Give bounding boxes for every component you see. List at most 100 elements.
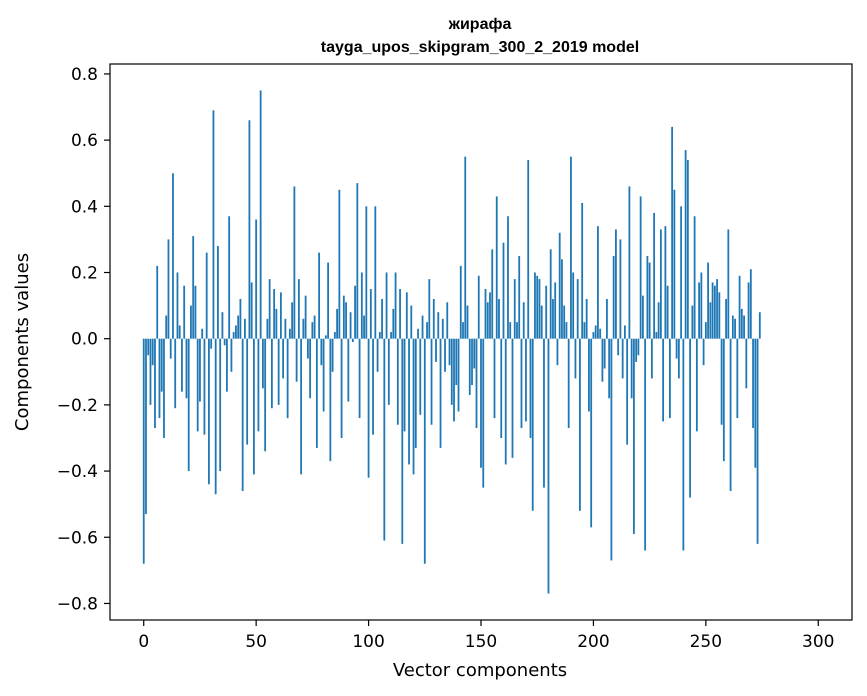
bar bbox=[482, 338, 485, 488]
bar bbox=[579, 338, 581, 511]
bar bbox=[444, 338, 446, 372]
bar bbox=[464, 156, 467, 339]
bar bbox=[210, 338, 213, 349]
bar bbox=[547, 338, 550, 594]
bar bbox=[704, 322, 707, 339]
bar bbox=[754, 338, 757, 468]
bar bbox=[313, 315, 316, 339]
y-tick-label: 0.6 bbox=[71, 131, 98, 151]
bar bbox=[603, 338, 606, 369]
bar bbox=[462, 322, 464, 339]
bar bbox=[518, 255, 521, 339]
bar bbox=[145, 338, 147, 515]
bar bbox=[426, 322, 428, 339]
bar bbox=[612, 255, 615, 339]
bar bbox=[279, 292, 282, 339]
bar bbox=[648, 262, 651, 339]
bar bbox=[347, 338, 350, 402]
bar bbox=[437, 312, 440, 339]
bar bbox=[414, 338, 417, 448]
bar bbox=[311, 322, 314, 339]
bar bbox=[187, 338, 190, 472]
y-tick-label: −0.8 bbox=[57, 594, 98, 614]
bar bbox=[401, 338, 404, 544]
bar bbox=[439, 338, 442, 448]
bar bbox=[644, 338, 647, 551]
bar bbox=[475, 338, 478, 429]
bar bbox=[331, 338, 334, 372]
bar bbox=[201, 328, 204, 339]
bar bbox=[302, 318, 305, 339]
bar bbox=[435, 338, 437, 362]
bar bbox=[403, 338, 406, 432]
bar bbox=[693, 216, 696, 339]
bar bbox=[315, 338, 318, 448]
bar bbox=[356, 183, 359, 339]
bar bbox=[619, 239, 622, 339]
bar bbox=[473, 338, 476, 369]
bar bbox=[360, 272, 363, 339]
bar bbox=[662, 338, 665, 422]
bar bbox=[183, 285, 186, 339]
bar bbox=[657, 302, 660, 339]
bar bbox=[264, 338, 267, 452]
bar bbox=[286, 338, 289, 419]
bar bbox=[576, 279, 579, 339]
bar bbox=[709, 302, 712, 339]
bar bbox=[509, 322, 512, 339]
bar bbox=[756, 338, 759, 544]
bar bbox=[235, 325, 237, 339]
bar bbox=[306, 338, 309, 359]
bar bbox=[338, 189, 341, 339]
bar bbox=[635, 338, 638, 362]
bar bbox=[740, 308, 743, 339]
bar bbox=[208, 338, 210, 485]
bar bbox=[722, 338, 725, 462]
bar bbox=[372, 338, 374, 435]
x-tick-label: 50 bbox=[245, 632, 267, 652]
bar bbox=[253, 338, 255, 475]
bar bbox=[682, 338, 685, 551]
x-tick-label: 100 bbox=[352, 632, 384, 652]
bar bbox=[383, 338, 386, 541]
bar bbox=[172, 173, 174, 339]
bar bbox=[257, 338, 260, 432]
bar bbox=[601, 338, 604, 382]
bar bbox=[246, 338, 249, 445]
bar bbox=[340, 338, 343, 438]
bar bbox=[158, 338, 161, 419]
bar bbox=[405, 292, 408, 339]
bar bbox=[284, 318, 287, 339]
bar bbox=[520, 338, 523, 429]
bar bbox=[489, 292, 491, 339]
bar bbox=[720, 338, 723, 425]
bar bbox=[450, 338, 453, 405]
bar bbox=[392, 308, 395, 339]
bar bbox=[304, 295, 307, 339]
bar bbox=[250, 282, 253, 339]
bar bbox=[408, 338, 410, 465]
bar bbox=[387, 338, 390, 405]
x-tick-label: 250 bbox=[690, 632, 722, 652]
x-tick-label: 150 bbox=[465, 632, 497, 652]
bar bbox=[511, 338, 514, 458]
bar bbox=[486, 302, 489, 339]
bar bbox=[241, 338, 244, 491]
bar bbox=[374, 206, 377, 339]
bar bbox=[639, 196, 642, 339]
bar bbox=[588, 338, 590, 412]
bar bbox=[176, 272, 179, 339]
bar bbox=[199, 338, 201, 402]
bar bbox=[731, 315, 734, 339]
bar bbox=[365, 206, 368, 339]
bar bbox=[675, 338, 678, 359]
bar bbox=[282, 338, 285, 379]
x-tick-label: 200 bbox=[577, 632, 609, 652]
bar bbox=[381, 298, 383, 339]
bar bbox=[484, 289, 487, 339]
chart-subtitle: tayga_upos_skipgram_300_2_2019 model bbox=[321, 39, 639, 56]
bar bbox=[455, 338, 458, 386]
plot-frame bbox=[109, 63, 853, 621]
bar bbox=[480, 338, 482, 468]
